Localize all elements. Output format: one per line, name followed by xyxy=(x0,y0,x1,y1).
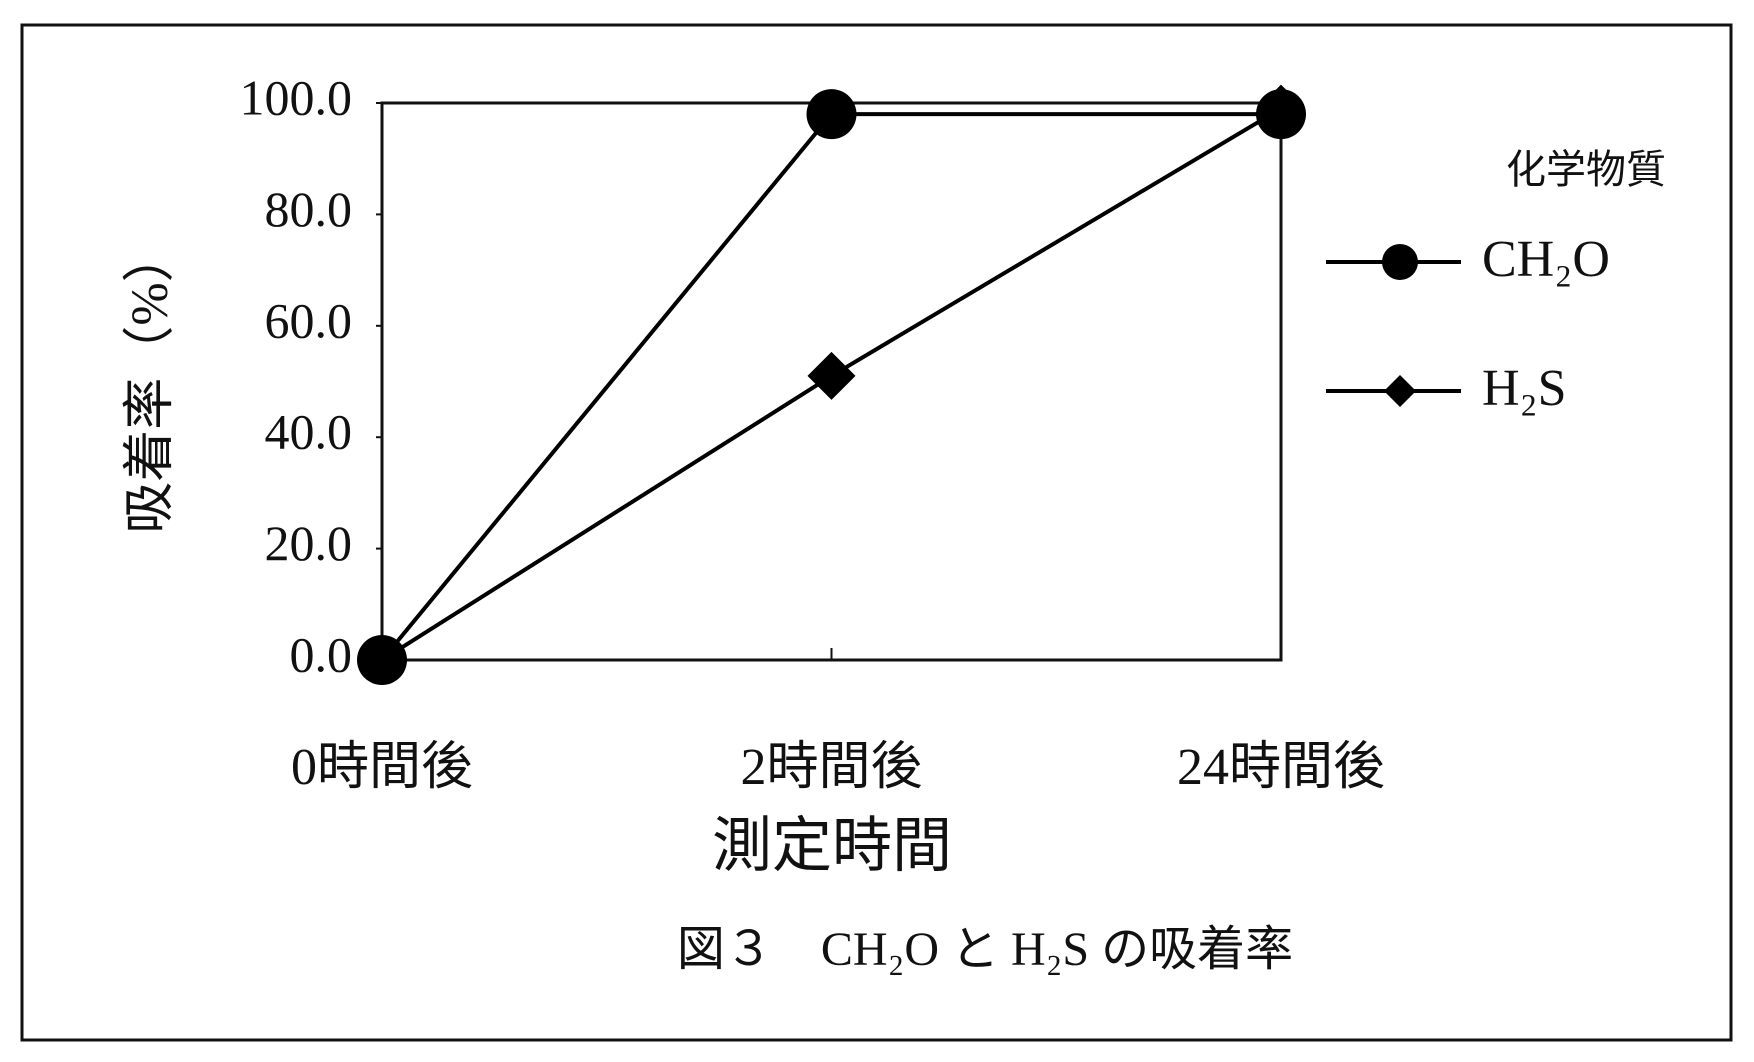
y-tick-label: 80.0 xyxy=(265,181,353,237)
y-tick-label: 100.0 xyxy=(240,69,353,125)
point xyxy=(358,636,406,684)
legend-title: 化学物質 xyxy=(1506,147,1666,192)
x-tick-label: 2時間後 xyxy=(740,739,922,796)
y-axis-label: 吸着率（%） xyxy=(122,230,179,533)
figure-frame xyxy=(20,23,1733,1042)
y-tick-label: 0.0 xyxy=(290,626,353,682)
y-tick-label: 60.0 xyxy=(265,292,353,348)
point xyxy=(806,89,857,140)
x-axis-label: 測定時間 xyxy=(712,813,952,879)
x-tick-label: 0時間後 xyxy=(291,739,473,796)
legend-label: CH₂O xyxy=(1482,231,1610,288)
point xyxy=(807,351,856,400)
chart-title: 図３ CH₂O と H₂S の吸着率 xyxy=(677,923,1293,976)
point xyxy=(1384,375,1416,407)
y-tick-label: 20.0 xyxy=(265,515,353,571)
x-tick-label: 24時間後 xyxy=(1177,739,1385,796)
y-tick-label: 40.0 xyxy=(265,404,353,460)
point xyxy=(1382,244,1418,280)
point xyxy=(1257,84,1305,133)
legend-label: H₂S xyxy=(1482,360,1567,417)
